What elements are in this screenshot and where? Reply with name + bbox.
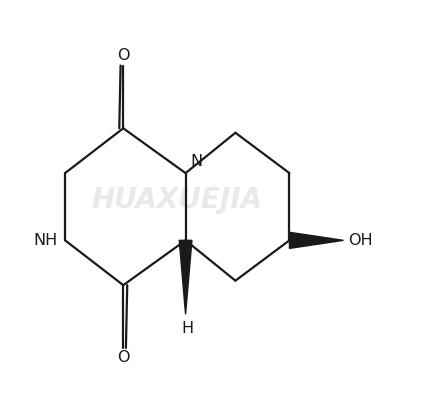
Text: NH: NH (33, 233, 58, 248)
Text: O: O (117, 350, 130, 365)
Text: O: O (117, 48, 130, 63)
Polygon shape (179, 240, 192, 314)
Text: HUAXUEJIA: HUAXUEJIA (92, 186, 263, 214)
Text: OH: OH (349, 233, 373, 248)
Text: H: H (181, 321, 194, 336)
Text: N: N (191, 154, 203, 169)
Polygon shape (289, 232, 344, 248)
